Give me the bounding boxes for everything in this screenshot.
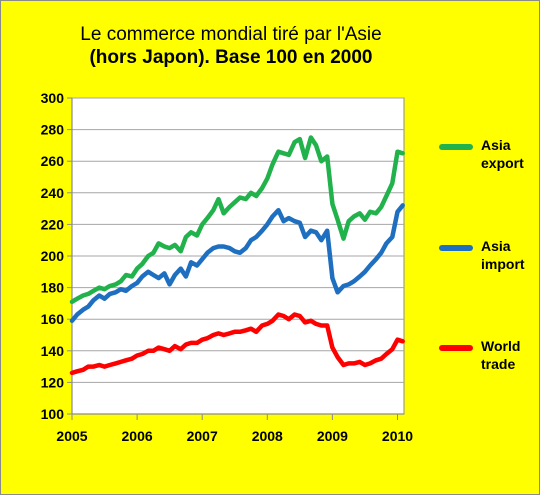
y-tick-label-280: 280 (41, 122, 65, 138)
legend-label-asia-import-line-2: import (481, 256, 525, 272)
y-tick-label-140: 140 (41, 343, 65, 359)
legend-label-world-trade: World trade (481, 337, 540, 373)
x-tick-label-2008: 2008 (252, 428, 283, 444)
y-tick-label-100: 100 (41, 406, 65, 422)
chart-title: Le commerce mondial tiré par l'Asie (hor… (41, 23, 421, 69)
legend-label-asia-import: Asia import (481, 237, 540, 273)
legend-swatch-world-trade (439, 345, 473, 351)
legend-label-asia-export: Asia export (481, 136, 540, 172)
y-tick-label-180: 180 (41, 280, 65, 296)
y-tick-label-240: 240 (41, 185, 65, 201)
legend-item-world-trade: World trade (439, 337, 540, 373)
series-line-asia-export (69, 135, 405, 305)
legend-item-asia-export: Asia export (439, 136, 540, 172)
chart-title-line-2: (hors Japon). Base 100 en 2000 (89, 47, 373, 68)
x-tick-label-2010: 2010 (382, 428, 413, 444)
y-tick-label-260: 260 (41, 153, 65, 169)
y-tick-label-300: 300 (41, 90, 65, 106)
x-tick-label-2005: 2005 (56, 428, 87, 444)
series-line-asia-import (69, 203, 405, 324)
series-line-world-trade (69, 312, 405, 376)
legend-item-asia-import: Asia import (439, 237, 540, 273)
y-tick-label-120: 120 (41, 374, 65, 390)
y-tick-label-200: 200 (41, 248, 65, 264)
legend-label-world-trade-line-2: trade (481, 356, 516, 372)
x-tick-label-2006: 2006 (122, 428, 153, 444)
chart-title-line-1: Le commerce mondial tiré par l'Asie (80, 24, 382, 45)
legend-label-asia-import-line-1: Asia (481, 238, 511, 254)
x-tick-label-2007: 2007 (187, 428, 218, 444)
legend-label-asia-export-line-2: export (481, 155, 524, 171)
x-tick-label-2009: 2009 (317, 428, 348, 444)
legend-swatch-asia-import (439, 245, 473, 251)
legend-label-world-trade-line-1: World (481, 338, 521, 354)
y-tick-label-220: 220 (41, 216, 65, 232)
legend-label-asia-export-line-1: Asia (481, 137, 511, 153)
y-tick-label-160: 160 (41, 311, 65, 327)
legend-swatch-asia-export (439, 144, 473, 150)
